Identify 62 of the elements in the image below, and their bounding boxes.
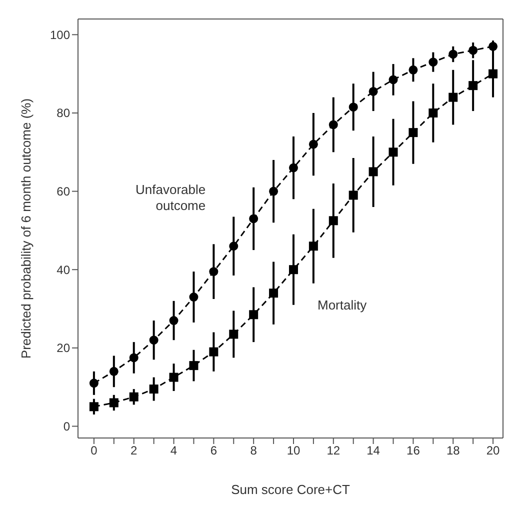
x-axis-title: Sum score Core+CT — [231, 482, 350, 497]
point — [209, 347, 218, 356]
point — [189, 361, 198, 370]
point — [348, 190, 358, 200]
y-tick-label: 60 — [56, 184, 70, 199]
point — [428, 58, 438, 67]
point — [169, 316, 178, 326]
point — [308, 242, 318, 251]
y-tick-label: 100 — [50, 28, 70, 42]
x-tick-label: 4 — [170, 444, 178, 458]
point — [169, 372, 178, 382]
point — [328, 120, 338, 130]
point — [308, 140, 318, 149]
y-tick-label: 20 — [56, 341, 70, 356]
point — [249, 310, 258, 320]
y-tick-label: 0 — [63, 420, 70, 434]
point — [468, 46, 478, 55]
point — [149, 384, 158, 394]
point — [288, 265, 298, 274]
y-axis-title: Predicted probability of 6 month outcome (%) — [18, 98, 34, 359]
point — [388, 75, 398, 84]
point — [129, 392, 138, 402]
text: Unfavorable outcome — [136, 182, 206, 214]
point — [288, 163, 298, 172]
text: Mortality — [317, 298, 368, 313]
point — [189, 292, 198, 302]
point — [229, 242, 238, 251]
point — [89, 402, 98, 412]
x-tick-label: 12 — [326, 444, 340, 458]
x-tick-label: 6 — [210, 444, 218, 458]
x-tick-label: 10 — [286, 444, 300, 458]
y-tick-label: 40 — [56, 262, 70, 277]
point — [89, 378, 98, 388]
point — [468, 81, 478, 90]
point — [368, 167, 378, 176]
point — [448, 50, 458, 59]
point — [269, 288, 278, 298]
point — [109, 366, 118, 376]
point — [209, 267, 218, 276]
point — [149, 336, 158, 345]
point — [348, 102, 358, 112]
point — [488, 69, 498, 78]
x-tick-label: 0 — [90, 444, 98, 458]
point — [328, 216, 338, 226]
x-tick-label: 20 — [486, 444, 500, 458]
x-tick-label: 16 — [406, 444, 420, 458]
point — [229, 330, 238, 339]
point — [448, 92, 458, 102]
point — [249, 214, 258, 224]
x-tick-label: 2 — [130, 444, 138, 458]
point — [408, 65, 418, 74]
x-tick-label: 14 — [366, 444, 380, 458]
point — [129, 353, 138, 362]
point — [428, 108, 438, 118]
point — [109, 398, 118, 408]
y-tick-label: 80 — [56, 106, 70, 120]
point — [388, 148, 398, 157]
x-tick-label: 18 — [446, 444, 460, 458]
point — [269, 186, 278, 196]
x-tick-label: 8 — [250, 444, 258, 458]
point — [408, 128, 418, 138]
point — [368, 86, 378, 96]
